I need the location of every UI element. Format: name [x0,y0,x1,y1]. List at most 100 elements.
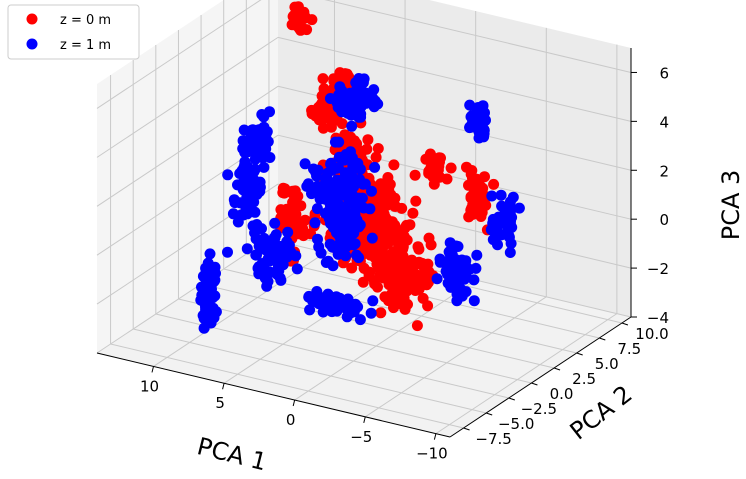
point-s1-374 [354,314,366,326]
point-s1-214 [434,253,446,265]
point-s1-602 [259,128,271,140]
y-tick-1-mark [486,412,493,416]
point-s1-429 [326,305,337,317]
point-s1-263 [453,283,465,295]
point-s1-369 [336,85,348,97]
y-tick-6-mark [599,337,606,341]
grid-y-floor-2 [155,313,509,399]
point-s1-57 [369,161,381,173]
point-s1-400 [367,295,379,307]
floor-pane [97,233,631,437]
z-tick-0: −4 [647,309,669,327]
grid-x-floor-1 [365,296,547,418]
point-s0-255 [398,230,410,242]
x-tick-3: 5 [215,394,225,412]
point-s1-585 [242,146,254,158]
point-s1-145 [345,146,356,158]
grid-y-floor-1 [133,328,487,414]
point-s1-410 [365,307,377,319]
point-s0-530 [488,178,500,190]
x-tick-4-mark [151,366,154,373]
point-s1-141 [340,171,352,183]
point-s1-501 [258,161,270,173]
point-s1-204 [499,210,511,222]
point-s0-347 [422,300,434,312]
point-s1-144 [319,193,331,205]
point-s1-349 [357,77,369,89]
point-s1-334 [346,120,358,132]
point-s1-428 [323,290,335,302]
point-s1-157 [348,181,360,193]
point-s0-668 [326,117,338,129]
z-tick-5: 6 [659,65,669,83]
point-s1-156 [350,203,362,215]
point-s1-425 [304,304,316,316]
point-s1-415 [303,291,315,303]
point-s1-152 [326,164,338,176]
point-s1-198 [505,238,517,249]
y-tick-7-mark [621,322,629,326]
point-s1-522 [222,246,233,258]
point-s1-76 [312,233,323,245]
point-s1-171 [495,189,507,201]
grid-z-side-4 [96,36,279,158]
point-s1-153 [330,207,342,219]
point-s0-320 [425,239,437,251]
point-s1-146 [327,241,338,253]
point-s1-100 [315,247,327,259]
point-s0-254 [375,307,387,319]
point-s1-211 [468,295,480,307]
point-s1-381 [317,306,329,318]
point-s1-101 [353,252,365,264]
point-s1-416 [352,301,364,313]
point-s1-261 [451,295,463,307]
legend-label-z0: z = 0 m [60,13,111,28]
point-s0-348 [390,277,402,289]
point-s0-349 [371,258,383,270]
point-s0-536 [463,211,475,223]
point-s1-599 [252,148,264,160]
point-s1-291 [464,99,476,111]
y-tick-0: −7.5 [475,430,511,448]
grid-z-side-3 [96,85,279,207]
z-tick-1: −2 [647,260,669,278]
point-s0-151 [399,222,411,234]
point-s1-482 [264,249,276,261]
point-s1-478 [261,280,273,292]
point-s1-299 [473,127,485,139]
y-tick-4-mark [553,367,561,371]
point-s0-543 [466,165,478,176]
point-s0-640 [289,185,301,197]
grid-x-floor-2 [294,279,476,401]
x-tick-0-mark [433,433,437,440]
point-s1-604 [237,135,249,147]
point-s1-202 [503,229,515,241]
point-s0-369 [406,272,418,284]
y-tick-6: 7.5 [617,340,641,358]
point-s1-601 [246,124,258,136]
y-tick-5: 5.0 [595,355,619,373]
point-s1-488 [252,262,264,274]
point-s1-257 [450,240,462,252]
y-axis-line [449,316,632,438]
grid-z-back-5 [324,0,632,73]
tick-labels: −10 −5 0 5 10 −7.5−5.0−2.50.02.55.07.510.0−4 −… [140,65,669,463]
x-tick-2: 0 [286,411,296,429]
point-s1-114 [342,233,354,245]
point-s1-648 [200,312,212,324]
point-s0-332 [382,257,394,269]
point-s1-128 [351,194,363,205]
point-s1-6 [366,185,377,197]
y-tick-0-mark [463,427,470,431]
point-s0-404 [362,134,374,146]
point-s0-34 [407,207,419,219]
point-s1-468 [270,229,282,241]
point-s1-645 [198,322,210,334]
point-s0-597 [301,24,313,36]
point-s1-367 [369,95,381,107]
point-s1-564 [241,160,253,172]
point-s1-538 [222,169,234,181]
grid-y-floor-3 [178,298,532,384]
point-s1-603 [264,106,275,118]
